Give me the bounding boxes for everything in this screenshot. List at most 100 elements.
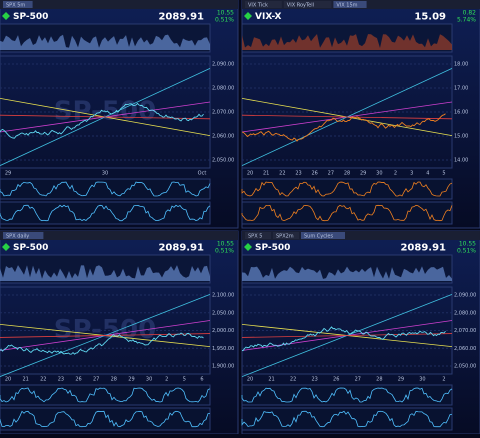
tab-label[interactable]: VIX 15m	[336, 2, 357, 8]
tab[interactable]	[245, 1, 282, 8]
oscillator-line	[241, 387, 453, 403]
oscillator-line	[0, 387, 211, 403]
tab-label[interactable]: VIX Tick	[248, 2, 268, 8]
x-axis-label: 21	[263, 171, 269, 177]
y-axis-label: 16.00	[454, 110, 468, 116]
y-axis-label: 2,070.00	[212, 110, 234, 116]
tab-bar	[0, 0, 238, 9]
x-axis-label: 6	[200, 377, 203, 383]
x-axis-label: 22	[290, 377, 296, 383]
x-axis-label: 23	[58, 377, 64, 383]
oscillator-pane	[0, 407, 211, 431]
x-axis-label: 27	[355, 377, 361, 383]
x-axis-label: Oct	[198, 171, 207, 177]
x-axis-label: 29	[128, 377, 134, 383]
x-axis-label: 2	[394, 171, 397, 177]
tab[interactable]	[245, 232, 271, 239]
y-axis-label: 15.00	[454, 134, 468, 140]
symbol-icon	[2, 12, 10, 20]
x-axis-label: 4	[426, 171, 429, 177]
price-line	[0, 332, 204, 355]
y-axis-label: 1,900.00	[212, 364, 234, 370]
tab[interactable]	[273, 232, 299, 239]
y-axis-label: 2,090.00	[212, 62, 234, 68]
change-pct: 0.51%	[215, 248, 234, 255]
tab[interactable]	[283, 1, 332, 8]
symbol: SP-500	[13, 243, 48, 253]
change: 10.55	[217, 241, 234, 248]
y-axis-label: 2,000.00	[212, 328, 234, 334]
x-axis-label: 26	[311, 171, 317, 177]
oscillator-line	[241, 181, 453, 197]
y-axis-label: 2,080.00	[454, 310, 476, 316]
indicator-area	[242, 34, 452, 50]
tab-label[interactable]: SPX daily	[6, 233, 29, 239]
oscillator-line	[241, 204, 453, 222]
tab-label[interactable]: SPX 5	[248, 233, 262, 239]
y-axis-label: 2,080.00	[212, 86, 234, 92]
chart-panel: VIX Tick VIX RoyTell VIX 15m VIX-X 15.09 0.82…	[241, 0, 480, 229]
y-axis-label: 2,070.00	[454, 328, 476, 334]
change: 0.82	[463, 10, 477, 17]
x-axis-label: 2	[442, 377, 445, 383]
y-axis-label: 2,100.00	[212, 293, 234, 299]
symbol: VIX-X	[255, 12, 282, 22]
oscillator-pane	[241, 384, 453, 406]
trend-line	[0, 114, 211, 120]
tab-bar	[242, 231, 480, 240]
y-axis-label: 2,050.00	[454, 364, 476, 370]
tab[interactable]	[333, 1, 367, 8]
x-axis-label: 23	[295, 171, 301, 177]
x-axis-label: 27	[328, 171, 334, 177]
symbol: SP-500	[13, 12, 48, 22]
tab[interactable]	[301, 232, 345, 239]
symbol-icon	[244, 243, 252, 251]
tab-label[interactable]: SPX2m	[276, 233, 294, 239]
oscillator-pane	[241, 407, 453, 431]
tab[interactable]	[3, 1, 33, 8]
x-axis-label: 2	[165, 377, 168, 383]
tab-label[interactable]: SPX 5m	[6, 2, 25, 8]
x-axis-label: 22	[40, 377, 46, 383]
tab-label[interactable]: VIX RoyTell	[287, 2, 314, 8]
oscillator-line	[0, 181, 211, 197]
x-axis-label: 30	[419, 377, 425, 383]
tab[interactable]	[3, 232, 44, 239]
price-line	[241, 113, 446, 142]
x-axis-label: 30	[102, 171, 108, 177]
symbol-icon	[244, 12, 252, 20]
chart-panel: SPX 5 SPX2m Sum Cycles SP-500 2089.91 10.550.…	[241, 230, 480, 435]
x-axis-label: 5	[442, 171, 445, 177]
oscillator-line	[0, 204, 211, 222]
x-axis-label: 27	[93, 377, 99, 383]
oscillator-line	[0, 410, 211, 428]
x-axis-label: 29	[5, 171, 11, 177]
y-axis-label: 2,090.00	[454, 293, 476, 299]
oscillator-pane	[0, 384, 211, 406]
tab-label[interactable]: Sum Cycles	[304, 233, 333, 239]
x-axis-label: 30	[146, 377, 152, 383]
tab-bar	[0, 231, 238, 240]
trend-line	[241, 114, 453, 120]
change-pct: 0.51%	[215, 17, 234, 24]
y-axis-label: 2,060.00	[454, 346, 476, 352]
x-axis-label: 20	[247, 377, 253, 383]
indicator-area	[0, 34, 210, 50]
price-line	[241, 326, 446, 352]
x-axis-label: 29	[360, 171, 366, 177]
price: 15.09	[414, 12, 446, 23]
indicator-area	[242, 266, 452, 281]
price-line	[0, 102, 204, 139]
change: 10.55	[217, 10, 234, 17]
x-axis-label: 22	[279, 171, 285, 177]
x-axis-label: 20	[5, 377, 11, 383]
y-axis-label: 2,050.00	[212, 158, 234, 164]
x-axis-label: 26	[333, 377, 339, 383]
x-axis-label: 29	[398, 377, 404, 383]
symbol: SP-500	[255, 243, 290, 253]
x-axis-label: 28	[376, 377, 382, 383]
x-axis-label: 3	[410, 171, 413, 177]
